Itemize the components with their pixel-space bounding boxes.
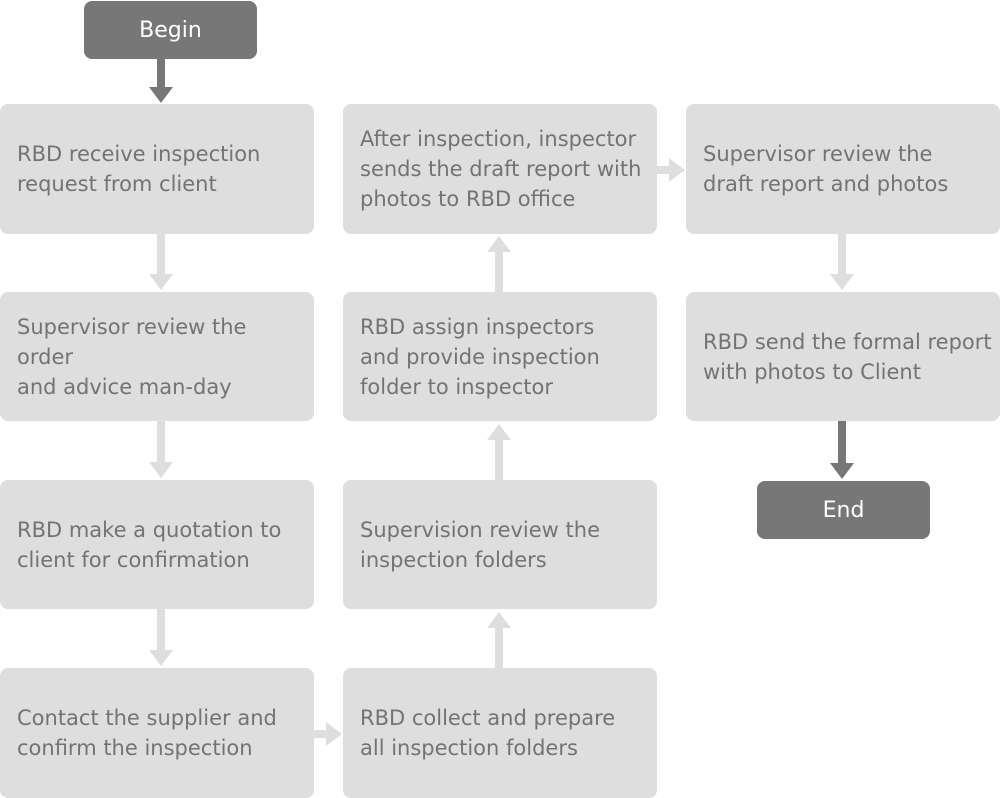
step-contact-supplier-label: Contact the supplier and confirm the ins… xyxy=(17,706,277,760)
arrow-send-formal-to-end xyxy=(830,421,854,479)
arrow-contact-to-collect xyxy=(314,722,342,746)
end-terminal: End xyxy=(757,481,930,539)
arrow-review-order-to-quotation xyxy=(149,421,173,478)
arrow-begin-to-receive xyxy=(149,59,173,103)
step-review-folders-label: Supervision review the inspection folder… xyxy=(360,517,600,572)
step-collect-folders-label: RBD collect and prepare all inspection f… xyxy=(360,706,616,760)
step-receive-request-label: RBD receive inspection request from clie… xyxy=(17,142,261,196)
arrow-review-draft-to-send-formal xyxy=(830,234,854,290)
step-receive-request: RBD receive inspection request from clie… xyxy=(0,104,314,234)
step-send-draft: After inspection, inspector sends the dr… xyxy=(343,104,657,234)
step-review-order: Supervisor review the order and advice m… xyxy=(0,292,314,421)
step-make-quotation: RBD make a quotation to client for confi… xyxy=(0,480,314,609)
step-assign-inspectors-label: RBD assign inspectors and provide inspec… xyxy=(360,314,600,399)
step-contact-supplier: Contact the supplier and confirm the ins… xyxy=(0,668,314,798)
step-send-draft-label: After inspection, inspector sends the dr… xyxy=(360,127,642,211)
step-make-quotation-label: RBD make a quotation to client for confi… xyxy=(17,517,282,572)
step-review-order-label: Supervisor review the order and advice m… xyxy=(17,314,247,399)
end-label: End xyxy=(822,497,865,523)
arrow-send-draft-to-review-draft xyxy=(657,158,685,182)
step-send-formal: RBD send the formal report with photos t… xyxy=(686,292,1000,421)
step-review-draft: Supervisor review the draft report and p… xyxy=(686,104,1000,234)
step-assign-inspectors: RBD assign inspectors and provide inspec… xyxy=(343,292,657,421)
step-collect-folders: RBD collect and prepare all inspection f… xyxy=(343,668,657,798)
step-send-formal-label: RBD send the formal report with photos t… xyxy=(703,329,992,384)
step-review-draft-label: Supervisor review the draft report and p… xyxy=(703,142,949,196)
arrow-receive-to-review-order xyxy=(149,234,173,290)
begin-terminal: Begin xyxy=(84,1,257,59)
arrow-collect-to-review-folders xyxy=(487,612,511,668)
begin-label: Begin xyxy=(139,17,202,43)
arrow-quotation-to-contact xyxy=(149,609,173,666)
arrow-assign-to-send-draft xyxy=(487,236,511,293)
arrow-review-folders-to-assign xyxy=(487,424,511,481)
step-review-folders: Supervision review the inspection folder… xyxy=(343,480,657,609)
